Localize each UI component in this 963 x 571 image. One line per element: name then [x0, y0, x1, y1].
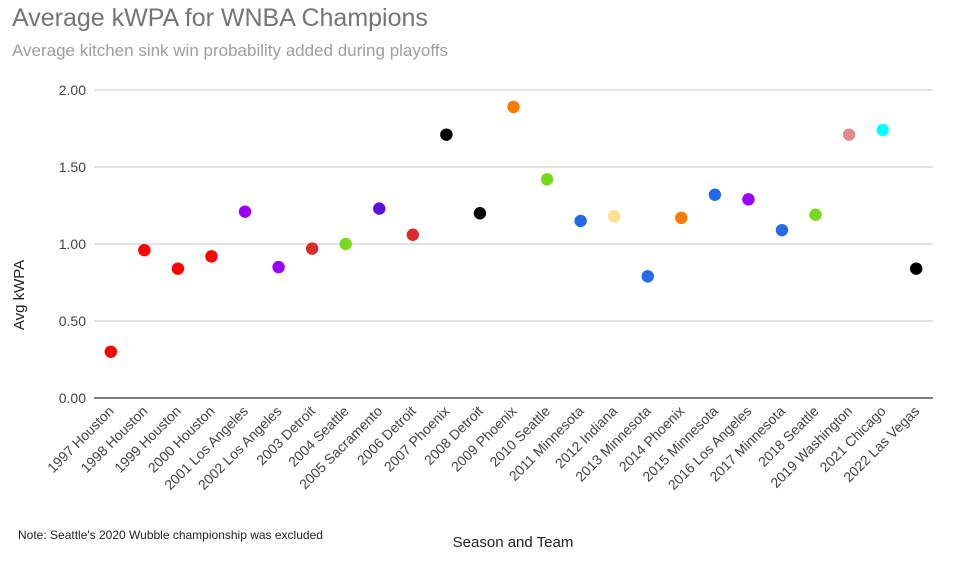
data-point [473, 207, 487, 220]
data-point [104, 345, 117, 358]
data-point [238, 205, 252, 218]
data-point [171, 262, 185, 275]
data-point [305, 242, 319, 255]
data-point [507, 100, 520, 114]
data-point [440, 128, 453, 141]
data-point [339, 237, 352, 251]
data-point [641, 270, 654, 283]
data-point [775, 223, 789, 237]
y-tick-label: 0.50 [59, 313, 86, 329]
data-point [675, 211, 688, 225]
data-point [138, 243, 151, 257]
y-tick-label: 1.00 [59, 236, 86, 252]
y-axis-label: Avg kWPA [11, 260, 28, 330]
y-tick-label: 2.00 [59, 82, 86, 98]
data-point [842, 128, 856, 141]
y-tick-label: 0.00 [59, 390, 86, 406]
data-point [540, 173, 554, 186]
data-point [742, 193, 755, 206]
data-point [205, 250, 218, 263]
chart-note: Note: Seattle's 2020 Wubble championship… [18, 528, 323, 542]
data-point [910, 262, 923, 275]
data-point [708, 188, 722, 201]
data-point [809, 208, 822, 221]
data-point [574, 214, 587, 228]
data-point [272, 260, 285, 274]
data-point [607, 210, 621, 223]
data-point [876, 123, 889, 137]
data-point [406, 228, 420, 241]
data-point [373, 202, 386, 215]
chart-title: Average kWPA for WNBA Champions [12, 4, 428, 32]
x-axis-label: Season and Team [453, 534, 574, 551]
y-tick-label: 1.50 [59, 159, 86, 175]
chart-subtitle: Average kitchen sink win probability add… [12, 41, 448, 60]
